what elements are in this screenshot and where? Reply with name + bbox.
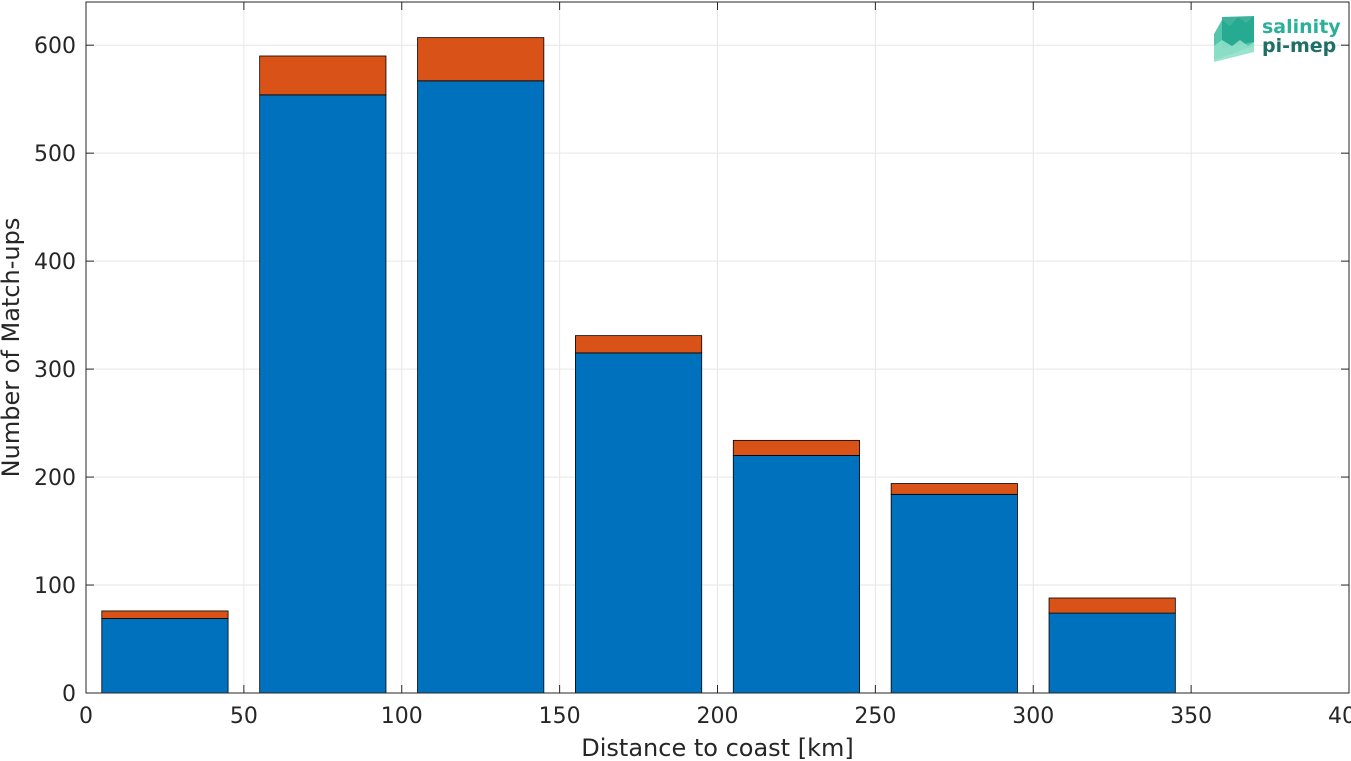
y-tick-label: 100 xyxy=(34,574,76,599)
x-tick-label: 0 xyxy=(79,704,93,729)
y-tick-label: 600 xyxy=(34,34,76,59)
x-tick-label: 50 xyxy=(230,704,258,729)
y-tick-label: 200 xyxy=(34,466,76,491)
bar-series1-275 xyxy=(890,493,1018,694)
x-tick-label: 100 xyxy=(381,704,423,729)
bar-series1-125 xyxy=(417,80,545,694)
salinity-pimep-logo: salinity pi-mep xyxy=(1214,16,1341,62)
bar-series2-325 xyxy=(1048,597,1176,614)
bar-series2-125 xyxy=(417,37,545,82)
logo-text-pimep: pi-mep xyxy=(1262,35,1336,57)
y-tick-label: 400 xyxy=(34,250,76,275)
x-tick-label: 150 xyxy=(539,704,581,729)
bar-series2-75 xyxy=(259,55,387,96)
x-tick-label: 350 xyxy=(1170,704,1212,729)
axis-ticks: 0 50 100 150 200 250 300 350 400 0 100 200 300 400 500… xyxy=(34,2,1351,729)
x-tick-label: 400 xyxy=(1328,704,1351,729)
bar-series1-225 xyxy=(732,455,860,694)
logo-wave-icon xyxy=(1214,16,1254,62)
bars xyxy=(101,37,1176,694)
x-tick-label: 200 xyxy=(697,704,739,729)
y-tick-label: 0 xyxy=(62,682,76,707)
bar-series1-175 xyxy=(575,352,703,694)
x-tick-label: 300 xyxy=(1012,704,1054,729)
y-tick-label: 500 xyxy=(34,142,76,167)
bar-series1-325 xyxy=(1048,612,1176,694)
bar-series1-25 xyxy=(101,618,229,694)
y-axis-label: Number of Match-ups xyxy=(0,218,25,478)
x-tick-label: 250 xyxy=(854,704,896,729)
bar-series2-175 xyxy=(575,335,703,354)
logo-text-salinity: salinity xyxy=(1262,16,1341,38)
bar-series2-25 xyxy=(101,610,229,619)
y-tick-label: 300 xyxy=(34,358,76,383)
bar-series2-275 xyxy=(890,483,1018,495)
bar-series2-225 xyxy=(732,439,860,456)
x-axis-label: Distance to coast [km] xyxy=(581,734,853,761)
bar-series1-75 xyxy=(259,94,387,694)
